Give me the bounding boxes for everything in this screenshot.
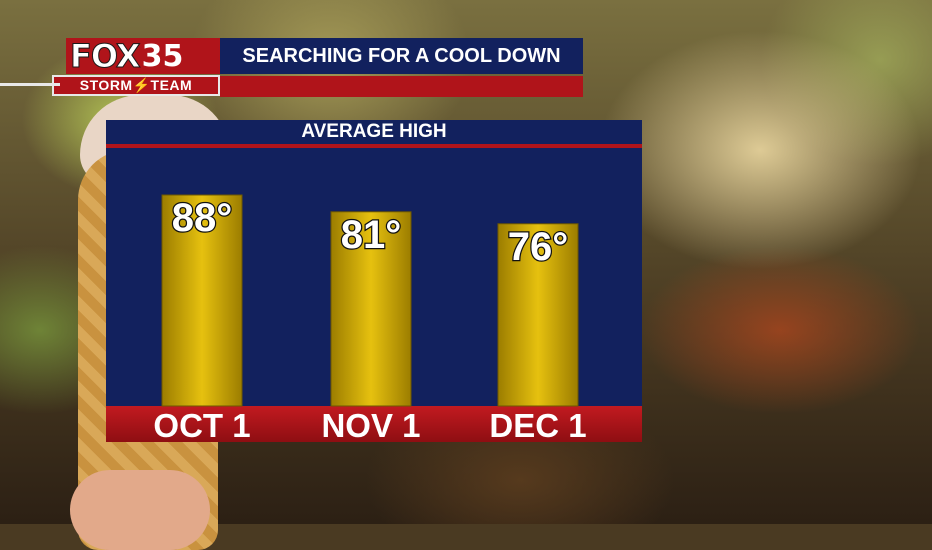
logo-divider: [0, 83, 60, 86]
hand-holding-cone: [70, 470, 210, 550]
logo-brand: FOX: [70, 37, 142, 76]
headline: SEARCHING FOR A COOL DOWN: [220, 38, 583, 74]
category-band: [106, 406, 642, 442]
bar-nov-1: [330, 211, 412, 407]
chart-title-divider: [106, 144, 642, 148]
logo-top-band: FOX 35: [66, 37, 220, 76]
value-label: 76°: [508, 225, 569, 269]
bar-oct-1: [161, 194, 243, 407]
category-label: DEC 1: [489, 407, 586, 442]
logo-channel: 35: [141, 38, 184, 74]
category-label: NOV 1: [321, 407, 420, 442]
value-label: 81°: [341, 213, 402, 257]
chart-panel: AVERAGE HIGH 88° OCT 1 81° NOV 1 76° DEC 1: [106, 120, 642, 442]
category-label: OCT 1: [153, 407, 250, 442]
value-label: 88°: [172, 196, 233, 240]
headline-underbar: [220, 76, 583, 97]
logo-team: STORM⚡TEAM: [52, 75, 220, 96]
fox35-storm-team-logo: FOX 35 STORM⚡TEAM: [52, 37, 220, 96]
bar-dec-1: [497, 223, 579, 407]
chart-title: AVERAGE HIGH: [301, 121, 447, 142]
bar-chart: 88° OCT 1 81° NOV 1 76° DEC 1: [153, 194, 587, 442]
